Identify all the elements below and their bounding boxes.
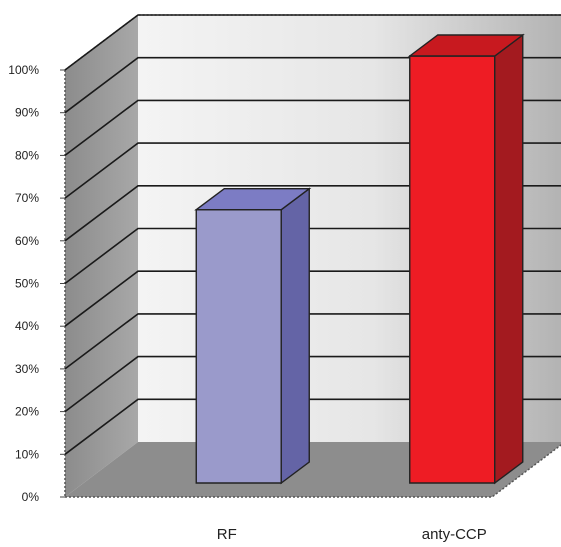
y-tick-label: 30% bbox=[15, 362, 39, 376]
bar-rf bbox=[194, 187, 312, 485]
bar-top bbox=[194, 188, 312, 211]
x-tick-label: anty-CCP bbox=[422, 526, 487, 542]
x-axis-ticks: RF anty-CCP bbox=[217, 526, 487, 543]
y-tick-label: 80% bbox=[15, 148, 39, 162]
bar-side bbox=[280, 187, 310, 485]
y-tick-label: 20% bbox=[15, 405, 39, 419]
y-tick-label: 0% bbox=[22, 490, 40, 504]
bar-front bbox=[195, 209, 282, 484]
y-tick-label: 40% bbox=[15, 319, 39, 333]
y-tick-label: 60% bbox=[15, 234, 39, 248]
y-tick-label: 100% bbox=[8, 63, 39, 77]
y-tick-label: 10% bbox=[15, 447, 39, 461]
bar-side bbox=[494, 33, 524, 485]
bar-anty-ccp bbox=[407, 33, 525, 485]
y-tick-label: 70% bbox=[15, 191, 39, 205]
x-tick-label: RF bbox=[217, 526, 237, 542]
y-tick-label: 50% bbox=[15, 277, 39, 291]
bar-front bbox=[409, 55, 496, 484]
y-tick-label: 90% bbox=[15, 106, 39, 120]
bar-top bbox=[407, 34, 525, 57]
bars bbox=[194, 33, 525, 485]
gridline bbox=[64, 14, 561, 71]
y-axis-ticks: 0% 10% 20% 30% 40% 50% 60% 70% 80% 90% 100% bbox=[8, 63, 65, 504]
